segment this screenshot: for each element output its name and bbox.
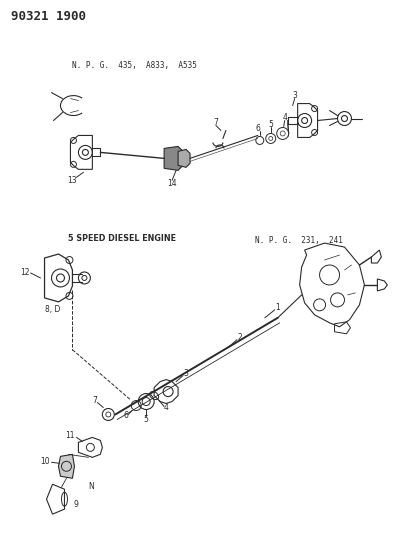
Text: 5: 5 (144, 415, 148, 424)
Text: 10: 10 (40, 457, 49, 466)
Polygon shape (59, 454, 74, 478)
Text: 4: 4 (282, 113, 287, 122)
Text: 8, D: 8, D (45, 305, 60, 314)
Text: 3: 3 (183, 369, 189, 378)
Text: 6: 6 (124, 411, 129, 420)
Text: 7: 7 (213, 118, 219, 127)
Text: N: N (88, 482, 94, 491)
Text: 5: 5 (268, 120, 273, 129)
Text: 14: 14 (167, 179, 177, 188)
Text: 12: 12 (21, 269, 30, 278)
Text: 7: 7 (92, 396, 97, 405)
Polygon shape (178, 149, 190, 167)
Polygon shape (164, 147, 182, 171)
Text: 13: 13 (68, 176, 77, 185)
Text: N. P. G.  435,  A833,  A535: N. P. G. 435, A833, A535 (72, 61, 197, 70)
Text: 4: 4 (164, 403, 168, 412)
Text: N. P. G.  231,  241: N. P. G. 231, 241 (255, 236, 343, 245)
Text: 11: 11 (66, 431, 75, 440)
Text: 5 SPEED DIESEL ENGINE: 5 SPEED DIESEL ENGINE (68, 233, 176, 243)
Text: 9: 9 (74, 499, 79, 508)
Text: 90321 1900: 90321 1900 (11, 10, 86, 23)
Text: 2: 2 (238, 333, 242, 342)
Text: 6: 6 (256, 124, 260, 133)
Text: 3: 3 (292, 91, 297, 100)
Text: 1: 1 (275, 303, 280, 312)
